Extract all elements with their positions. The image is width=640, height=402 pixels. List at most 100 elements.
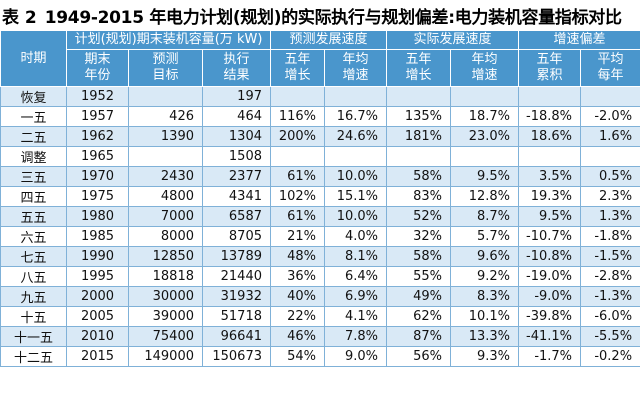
deviation-per-year-cell: -2.0%: [580, 106, 640, 127]
period-cell: 三五: [0, 166, 67, 187]
deviation-per-year-cell: 1.6%: [580, 126, 640, 147]
actual-five-year-cell: [386, 146, 452, 167]
forecast-five-year-cell: 116%: [270, 106, 325, 127]
deviation-per-year-cell: -1.5%: [580, 246, 640, 267]
deviation-cumulative-cell: [518, 146, 582, 167]
actual-annual-cell: 23.0%: [450, 126, 520, 147]
actual-result-cell: 2377: [202, 166, 271, 187]
forecast-target-cell: 18818: [128, 266, 203, 287]
actual-result-cell: 96641: [202, 326, 271, 347]
end-year-cell: 1952: [66, 86, 129, 107]
actual-result-cell: 197: [202, 86, 271, 107]
actual-result-cell: 464: [202, 106, 271, 127]
forecast-annual-cell: 16.7%: [323, 106, 388, 127]
actual-result-cell: 4341: [202, 186, 271, 207]
deviation-cumulative-cell: -9.0%: [518, 286, 582, 307]
deviation-cumulative-cell: 9.5%: [518, 206, 582, 227]
forecast-five-year-cell: 102%: [270, 186, 325, 207]
actual-annual-cell: 9.3%: [450, 346, 520, 367]
forecast-five-year-cell: 61%: [270, 166, 325, 187]
deviation-per-year-cell: -1.8%: [580, 226, 640, 247]
deviation-cumulative-cell: -1.7%: [518, 346, 582, 367]
deviation-per-year-cell: -1.3%: [580, 286, 640, 307]
actual-annual-cell: 13.3%: [450, 326, 520, 347]
forecast-annual-cell: 4.0%: [323, 226, 388, 247]
actual-annual-cell: [450, 86, 520, 107]
end-year-cell: 1962: [66, 126, 129, 147]
actual-annual-cell: 8.7%: [450, 206, 520, 227]
forecast-annual-cell: 4.1%: [323, 306, 388, 327]
end-year-cell: 1975: [66, 186, 129, 207]
forecast-target-cell: 75400: [128, 326, 203, 347]
actual-annual-cell: 9.2%: [450, 266, 520, 287]
forecast-five-year-cell: 54%: [270, 346, 325, 367]
forecast-five-year-cell: 40%: [270, 286, 325, 307]
header-group-plan: 计划(规划)期末装机容量(万 kW): [66, 30, 271, 50]
deviation-per-year-cell: [580, 86, 640, 107]
actual-five-year-cell: 58%: [386, 166, 452, 187]
actual-annual-cell: 10.1%: [450, 306, 520, 327]
forecast-target-cell: 7000: [128, 206, 203, 227]
period-cell: 调整: [0, 146, 67, 167]
end-year-cell: 1980: [66, 206, 129, 227]
actual-result-cell: 51718: [202, 306, 271, 327]
deviation-cumulative-cell: 18.6%: [518, 126, 582, 147]
actual-five-year-cell: 52%: [386, 206, 452, 227]
forecast-annual-cell: 6.9%: [323, 286, 388, 307]
header-deviation-per-year: 平均 每年: [580, 49, 640, 87]
deviation-per-year-cell: 2.3%: [580, 186, 640, 207]
actual-result-cell: 150673: [202, 346, 271, 367]
header-group-deviation: 增速偏差: [518, 30, 640, 50]
header-period: 时期: [0, 30, 67, 87]
table-row: 四五 1975 4800 4341 102% 15.1% 83% 12.8% 19.3% 2.3%: [0, 186, 640, 207]
actual-result-cell: 8705: [202, 226, 271, 247]
table-row: 十五 2005 39000 51718 22% 4.1% 62% 10.1% -39.8% -6.…: [0, 306, 640, 327]
forecast-five-year-cell: 36%: [270, 266, 325, 287]
end-year-cell: 1995: [66, 266, 129, 287]
actual-annual-cell: [450, 146, 520, 167]
header-forecast-annual-rate: 年均 增速: [323, 49, 388, 87]
actual-five-year-cell: 55%: [386, 266, 452, 287]
header-group-forecast: 预测发展速度: [269, 30, 388, 50]
actual-five-year-cell: 87%: [386, 326, 452, 347]
forecast-annual-cell: 7.8%: [323, 326, 388, 347]
period-cell: 恢复: [0, 86, 67, 107]
deviation-per-year-cell: -2.8%: [580, 266, 640, 287]
forecast-target-cell: 30000: [128, 286, 203, 307]
table-row: 二五 1962 1390 1304 200% 24.6% 181% 23.0% 18.6% 1.6…: [0, 126, 640, 147]
header-end-year: 期末 年份: [66, 49, 129, 87]
header-forecast-target: 预测 目标: [128, 49, 203, 87]
period-cell: 四五: [0, 186, 67, 207]
actual-five-year-cell: 135%: [386, 106, 452, 127]
table-row: 十二五 2015 149000 150673 54% 9.0% 56% 9.3% -1.7% -0…: [0, 346, 640, 367]
actual-annual-cell: 12.8%: [450, 186, 520, 207]
forecast-annual-cell: 9.0%: [323, 346, 388, 367]
period-cell: 一五: [0, 106, 67, 127]
table-title: 1949-2015 年电力计划(规划)的实际执行与规划偏差:电力装机容量指标对比: [44, 7, 622, 28]
table-row: 恢复 1952 197: [0, 86, 640, 107]
forecast-annual-cell: 24.6%: [323, 126, 388, 147]
forecast-target-cell: [128, 86, 203, 107]
deviation-per-year-cell: -5.5%: [580, 326, 640, 347]
forecast-annual-cell: 10.0%: [323, 166, 388, 187]
end-year-cell: 2000: [66, 286, 129, 307]
end-year-cell: 1965: [66, 146, 129, 167]
deviation-per-year-cell: [580, 146, 640, 167]
actual-five-year-cell: 62%: [386, 306, 452, 327]
actual-five-year-cell: 49%: [386, 286, 452, 307]
forecast-five-year-cell: [270, 146, 325, 167]
actual-five-year-cell: 56%: [386, 346, 452, 367]
forecast-target-cell: 8000: [128, 226, 203, 247]
deviation-per-year-cell: -6.0%: [580, 306, 640, 327]
header-actual-five-year-growth: 五年 增长: [386, 49, 452, 87]
header-deviation-cumulative: 五年 累积: [518, 49, 582, 87]
header-actual-result: 执行 结果: [202, 49, 271, 87]
period-cell: 六五: [0, 226, 67, 247]
table-row: 五五 1980 7000 6587 61% 10.0% 52% 8.7% 9.5% 1.3%: [0, 206, 640, 227]
forecast-five-year-cell: 46%: [270, 326, 325, 347]
forecast-five-year-cell: 200%: [270, 126, 325, 147]
table-row: 三五 1970 2430 2377 61% 10.0% 58% 9.5% 3.5% 0.5%: [0, 166, 640, 187]
forecast-five-year-cell: 61%: [270, 206, 325, 227]
forecast-target-cell: 2430: [128, 166, 203, 187]
actual-five-year-cell: 181%: [386, 126, 452, 147]
